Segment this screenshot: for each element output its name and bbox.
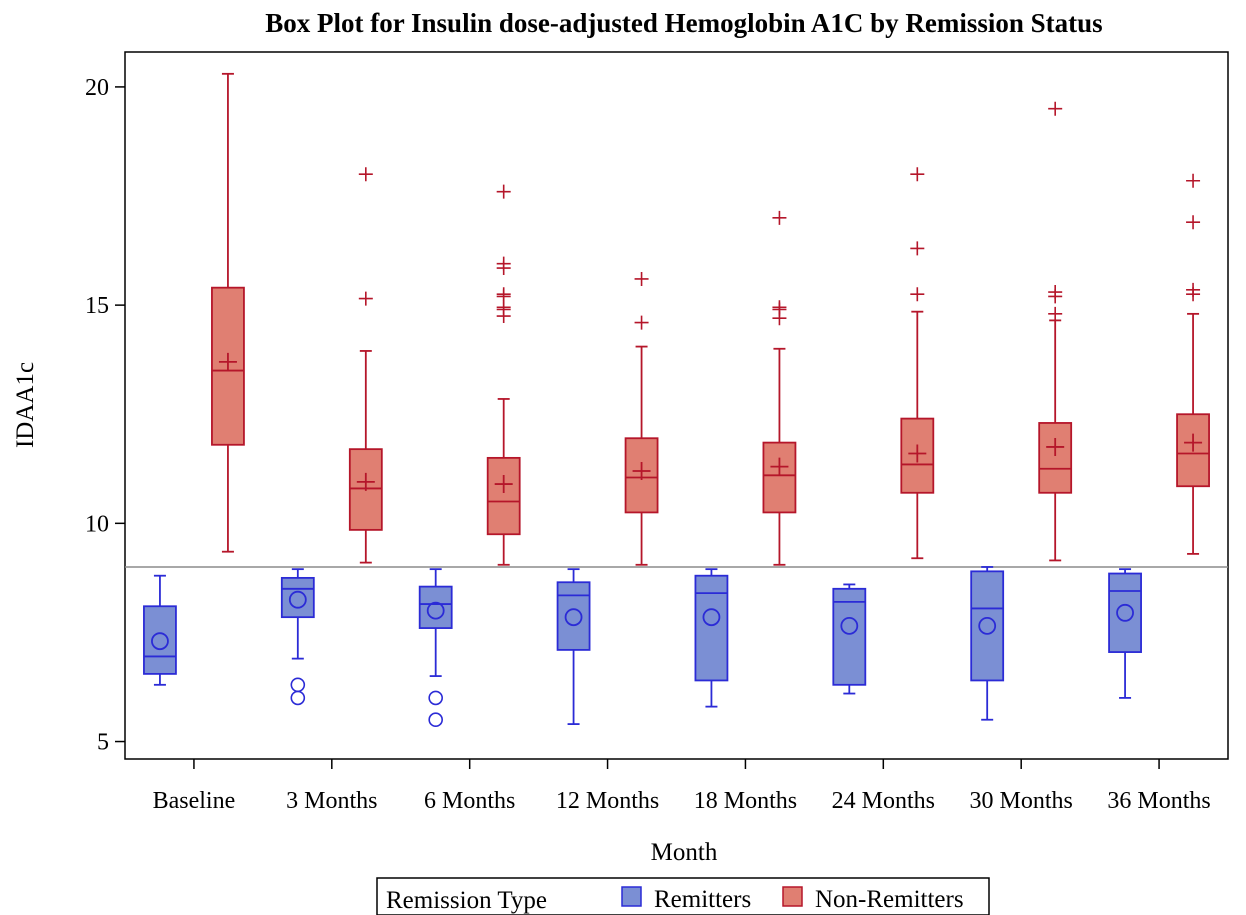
box-mean-marker: [632, 461, 651, 480]
box-iqr: [1176, 413, 1210, 488]
box-iqr: [143, 605, 177, 675]
box-mean-marker: [564, 608, 583, 627]
x-tick-label: 18 Months: [694, 788, 797, 814]
box-iqr: [280, 576, 315, 619]
outlier-point: [290, 677, 306, 693]
legend-title: Remission Type: [386, 887, 547, 914]
x-axis-title: Month: [651, 839, 718, 866]
box-non-remitters-1: [348, 167, 383, 564]
box-non-remitters-5: [900, 167, 935, 560]
y-tick-label: 15: [85, 293, 109, 319]
x-tick-label: 12 Months: [556, 788, 659, 814]
outlier-point: [1186, 287, 1201, 302]
outlier-point: [910, 167, 925, 182]
outlier-point: [910, 241, 925, 256]
legend-label-non-remitters: Non-Remitters: [815, 886, 964, 913]
box-iqr: [556, 581, 591, 651]
x-tick-label: 6 Months: [424, 788, 515, 814]
outlier-point: [910, 287, 925, 302]
box-remitters-0: [143, 574, 177, 686]
y-axis: 5 10 15 20: [85, 75, 125, 756]
box-remitters-4: [694, 568, 729, 708]
box-iqr: [762, 441, 797, 514]
box-non-remitters-6: [1038, 101, 1073, 562]
box-remitters-5: [832, 583, 867, 695]
legend-label-remitters: Remitters: [654, 886, 751, 913]
outlier-point: [772, 311, 787, 326]
x-tick-label: 24 Months: [832, 788, 935, 814]
outlier-point: [1048, 289, 1063, 304]
box-iqr: [1108, 572, 1142, 653]
box-iqr: [418, 585, 453, 629]
box-remitters-1: [280, 568, 315, 706]
box-mean-marker: [288, 590, 307, 609]
box-mean-marker: [1184, 433, 1203, 452]
box-non-remitters-0: [211, 72, 245, 553]
box-mean-marker: [978, 616, 997, 635]
outlier-point: [496, 261, 511, 276]
chart-title: Box Plot for Insulin dose-adjusted Hemog…: [265, 8, 1102, 38]
box-mean-marker: [908, 444, 927, 463]
box-remitters-7: [1108, 568, 1142, 699]
box-iqr: [832, 587, 867, 686]
y-tick-label: 5: [97, 730, 109, 756]
box-iqr: [486, 456, 521, 536]
box-iqr: [1038, 422, 1073, 494]
outlier-point: [290, 690, 306, 706]
x-tick-label: 30 Months: [970, 788, 1073, 814]
outlier-point: [428, 690, 443, 706]
x-tick-label: 36 Months: [1107, 788, 1210, 814]
outlier-point: [772, 210, 787, 225]
legend: Remission Type Remitters Non-Remitters: [376, 877, 990, 915]
box-mean-marker: [770, 457, 789, 476]
outlier-point: [496, 184, 511, 199]
box-mean-marker: [702, 608, 721, 627]
y-axis-title: IDAA1c: [12, 362, 39, 448]
x-axis: Baseline 3 Months 6 Months 12 Months 18 Mont…: [153, 759, 1211, 814]
outlier-point: [1048, 101, 1063, 116]
outlier-point: [634, 315, 649, 330]
box-remitters-3: [556, 568, 591, 725]
outlier-point: [1186, 173, 1201, 188]
plot-area: [124, 51, 1229, 760]
x-tick-label: Baseline: [153, 788, 236, 814]
legend-frame: [376, 877, 990, 915]
box-mean-marker: [218, 352, 237, 371]
box-non-remitters-4: [762, 210, 797, 566]
legend-swatch-remitters: [621, 886, 642, 907]
outlier-point: [634, 271, 649, 286]
box-mean-marker: [494, 475, 513, 494]
box-mean-marker: [356, 472, 375, 491]
outlier-point: [428, 712, 443, 728]
box-non-remitters-2: [486, 184, 521, 566]
box-mean-marker: [1116, 603, 1134, 622]
box-iqr: [970, 570, 1005, 682]
box-remitters-6: [970, 566, 1005, 721]
box-non-remitters-3: [624, 271, 659, 566]
box-mean-marker: [426, 601, 445, 620]
outlier-point: [496, 309, 511, 324]
box-mean-marker: [1046, 437, 1065, 456]
outlier-point: [1186, 215, 1201, 230]
box-non-remitters-7: [1176, 173, 1210, 555]
box-iqr: [694, 574, 729, 682]
box-remitters-2: [418, 568, 453, 728]
box-mean-marker: [840, 616, 859, 635]
outlier-point: [1048, 306, 1063, 321]
box-series: [143, 72, 1210, 728]
legend-swatch-non-remitters: [782, 886, 803, 907]
outlier-point: [358, 167, 373, 182]
y-tick-label: 10: [85, 511, 109, 537]
outlier-point: [358, 291, 373, 306]
box-mean-marker: [151, 632, 169, 651]
x-tick-label: 3 Months: [286, 788, 377, 814]
y-tick-label: 20: [85, 75, 109, 101]
